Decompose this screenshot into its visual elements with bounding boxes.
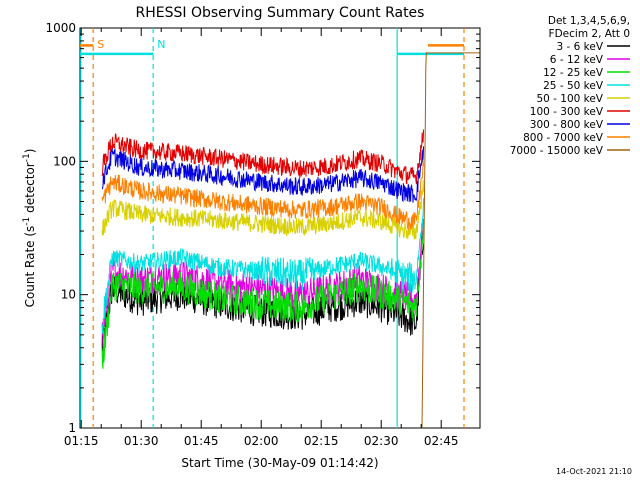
legend-entry-label: 300 - 800 keV xyxy=(530,119,604,131)
legend: Det 1,3,4,5,6,9, FDecim 2, Att 0 3 - 6 k… xyxy=(510,15,630,157)
y-tick-label: 10 xyxy=(61,288,76,302)
series-line xyxy=(421,52,480,429)
legend-entry-label: 25 - 50 keV xyxy=(543,80,604,92)
legend-entry-label: 6 - 12 keV xyxy=(550,54,604,66)
x-tick-label: 02:15 xyxy=(304,434,339,448)
annotation-label: S xyxy=(97,38,104,51)
legend-header-line: Det 1,3,4,5,6,9, xyxy=(548,15,630,27)
legend-entry-label: 50 - 100 keV xyxy=(536,93,603,105)
series-line xyxy=(101,220,425,369)
legend-entry-label: 7000 - 15000 keV xyxy=(510,145,604,157)
x-tick-label: 02:00 xyxy=(244,434,279,448)
x-tick-label: 01:30 xyxy=(124,434,159,448)
chart-title: RHESSI Observing Summary Count Rates xyxy=(136,5,425,21)
legend-entry-label: 12 - 25 keV xyxy=(543,67,604,79)
y-tick-label: 1000 xyxy=(45,21,76,35)
annotation-label: N xyxy=(157,38,165,51)
y-tick-label: 1 xyxy=(68,421,76,435)
legend-entry-label: 3 - 6 keV xyxy=(556,41,603,53)
x-axis-title: Start Time (30-May-09 01:14:42) xyxy=(181,456,378,470)
series-line xyxy=(101,146,425,203)
legend-entry-label: 100 - 300 keV xyxy=(530,106,604,118)
x-tick-label: 02:45 xyxy=(424,434,459,448)
x-tick-label: 02:30 xyxy=(364,434,399,448)
series-line xyxy=(101,179,425,240)
series-line xyxy=(101,198,425,334)
y-axis: 1 10 100 1000 xyxy=(45,21,480,435)
timestamp: 14-Oct-2021 21:10 xyxy=(556,467,632,476)
y-tick-label: 100 xyxy=(53,154,76,168)
x-tick-label: 01:45 xyxy=(184,434,219,448)
x-tick-label: 01:15 xyxy=(64,434,99,448)
series-line xyxy=(101,218,425,347)
x-axis: 01:15 01:30 01:45 02:00 02:15 02:30 02:45 xyxy=(64,28,459,448)
legend-entry-label: 800 - 7000 keV xyxy=(523,132,604,144)
legend-header-line: FDecim 2, Att 0 xyxy=(549,28,630,40)
plot-frame xyxy=(79,27,481,429)
series-line xyxy=(101,159,425,232)
y-axis-title: Count Rate (s-1 detector-1) xyxy=(22,149,37,308)
series-line xyxy=(101,129,425,185)
